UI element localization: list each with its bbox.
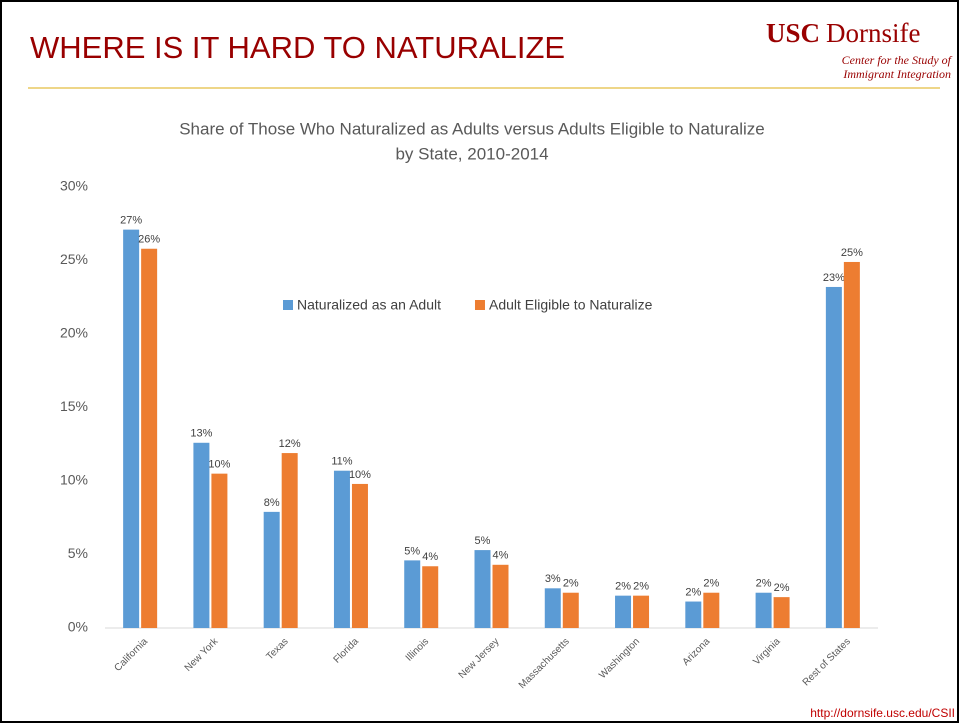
y-tick-label: 30% xyxy=(60,178,88,194)
data-label: 10% xyxy=(208,459,230,471)
data-label: 2% xyxy=(615,581,631,593)
bar xyxy=(422,566,439,628)
data-label: 4% xyxy=(422,551,438,563)
bar xyxy=(843,261,860,628)
data-label: 2% xyxy=(774,582,790,594)
bar xyxy=(333,470,350,628)
bar xyxy=(685,601,702,628)
legend-swatch xyxy=(474,300,485,310)
data-label: 12% xyxy=(279,438,301,450)
data-label: 3% xyxy=(545,573,561,585)
data-label: 11% xyxy=(331,456,352,468)
logo-line: Center for the Study of xyxy=(842,53,953,67)
chart-title: Share of Those Who Naturalized as Adults… xyxy=(179,119,765,138)
bar xyxy=(562,592,579,628)
slide-title: WHERE IS IT HARD TO NATURALIZE xyxy=(30,30,565,65)
y-tick-label: 10% xyxy=(60,472,88,488)
bar xyxy=(825,286,842,628)
bar xyxy=(263,511,280,628)
logo-school: Dornsife xyxy=(826,18,920,48)
legend-label: Naturalized as an Adult xyxy=(297,297,441,313)
y-tick-label: 25% xyxy=(60,251,88,267)
y-tick-label: 20% xyxy=(60,325,88,341)
data-label: 8% xyxy=(264,497,280,509)
y-tick-label: 15% xyxy=(60,398,88,414)
bar xyxy=(544,588,561,628)
data-label: 2% xyxy=(685,586,701,598)
bar xyxy=(703,592,720,628)
logo-line: Immigrant Integration xyxy=(842,67,951,81)
logo-brand: USC xyxy=(766,18,820,48)
data-label: 2% xyxy=(563,578,579,590)
bar xyxy=(755,592,772,628)
legend-label: Adult Eligible to Naturalize xyxy=(489,297,653,313)
bar xyxy=(351,483,368,628)
footer-url: http://dornsife.usc.edu/CSII xyxy=(810,706,955,720)
data-label: 23% xyxy=(823,272,845,284)
data-label: 26% xyxy=(138,234,160,246)
bar xyxy=(281,453,298,628)
bar xyxy=(404,560,421,628)
bar xyxy=(492,564,509,628)
bar xyxy=(211,473,228,628)
bar xyxy=(141,248,158,629)
chart-title: by State, 2010-2014 xyxy=(395,144,548,163)
data-label: 27% xyxy=(120,215,142,227)
data-label: 10% xyxy=(349,469,371,481)
bar xyxy=(474,550,491,628)
bar xyxy=(773,597,790,628)
y-tick-label: 5% xyxy=(68,545,88,561)
data-label: 5% xyxy=(404,545,420,557)
bar xyxy=(123,229,140,628)
bar xyxy=(193,442,210,628)
data-label: 2% xyxy=(703,578,719,590)
data-label: 5% xyxy=(475,535,491,547)
legend-swatch xyxy=(283,300,293,310)
data-label: 13% xyxy=(190,428,212,440)
data-label: 4% xyxy=(493,550,509,562)
data-label: 25% xyxy=(841,247,863,259)
data-label: 2% xyxy=(633,581,649,593)
bar xyxy=(615,595,632,628)
data-label: 2% xyxy=(756,578,772,590)
bar xyxy=(633,595,650,628)
y-tick-label: 0% xyxy=(68,619,88,635)
